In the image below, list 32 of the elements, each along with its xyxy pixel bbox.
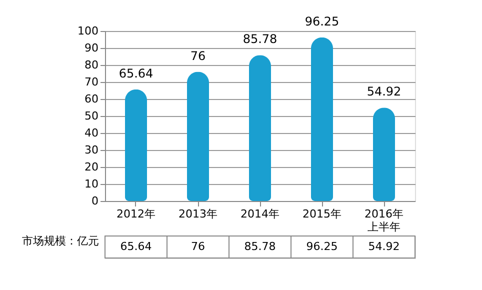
data-label: 54.92 (368, 240, 400, 253)
y-tick-label: 40 (84, 126, 98, 140)
text: 市场规模：亿元 (22, 234, 99, 248)
text: 85.78 (242, 32, 278, 46)
data-label: 85.78 (244, 240, 276, 253)
y-tick-label: 30 (84, 144, 98, 156)
y-tick-label: 0 (92, 194, 98, 208)
y-tick-label: 70 (84, 76, 98, 88)
y-tick-label: 80 (84, 58, 98, 72)
y-tick-label: 100 (78, 24, 98, 38)
x-tick-label: 2016年上半年 (364, 208, 404, 234)
x-tick-label: 2013年 (178, 208, 218, 220)
text: 76 (190, 48, 206, 63)
y-tick-label: 20 (84, 160, 98, 174)
y-tick-label: 60 (84, 92, 98, 106)
bar (311, 37, 333, 201)
data-label: 96.25 (306, 240, 338, 253)
data-label: 65.64 (120, 240, 152, 253)
y-tick-label: 10 (84, 178, 98, 190)
text: 96.25 (304, 14, 340, 28)
bar (249, 55, 271, 201)
y-tick-label: 90 (84, 42, 98, 54)
text: 65.64 (118, 66, 154, 80)
x-tick-label: 2015年 (302, 208, 342, 220)
y-tick-label: 50 (84, 110, 98, 122)
x-tick-label: 2014年 (240, 208, 280, 220)
data-label: 76 (191, 240, 205, 253)
bar (187, 72, 209, 201)
bar (373, 108, 395, 201)
x-tick-label: 2012年 (116, 208, 156, 220)
bar (125, 89, 147, 201)
text: 54.92 (366, 84, 402, 99)
